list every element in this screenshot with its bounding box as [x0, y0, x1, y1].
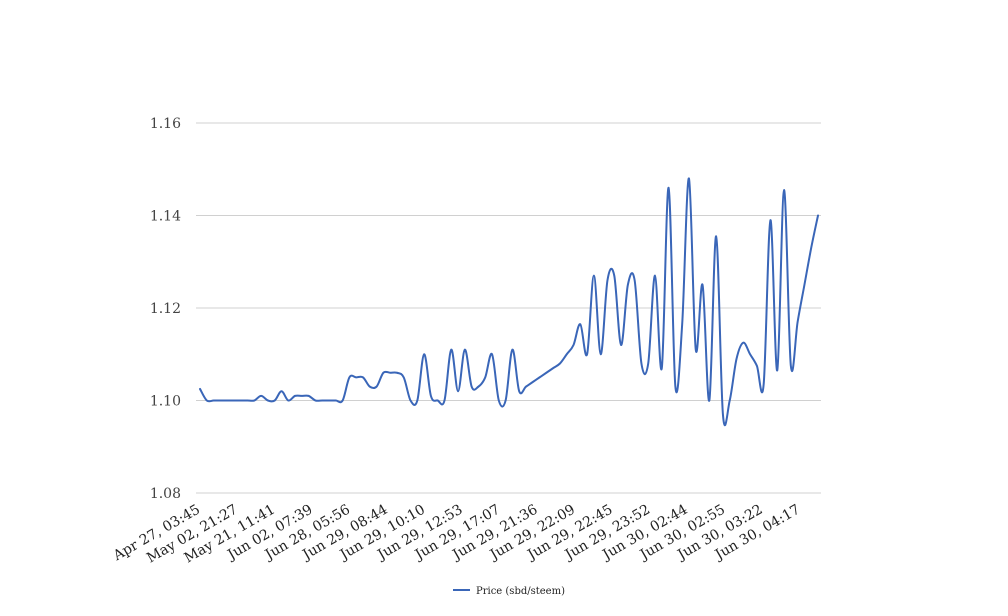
- series-line-price[interactable]: [199, 177, 819, 426]
- grid-lines: [196, 122, 821, 494]
- y-tick-label: 1.16: [150, 116, 181, 132]
- y-tick-label: 1.10: [150, 394, 181, 410]
- y-axis-ticks: 1.08 1.10 1.12 1.14 1.16: [150, 116, 181, 502]
- series-layer: [199, 177, 819, 426]
- legend-label: Price (sbd/steem): [476, 586, 565, 597]
- legend[interactable]: Price (sbd/steem): [453, 586, 565, 597]
- y-tick-label: 1.14: [150, 209, 181, 225]
- y-tick-label: 1.08: [150, 486, 181, 502]
- y-tick-label: 1.12: [150, 301, 181, 317]
